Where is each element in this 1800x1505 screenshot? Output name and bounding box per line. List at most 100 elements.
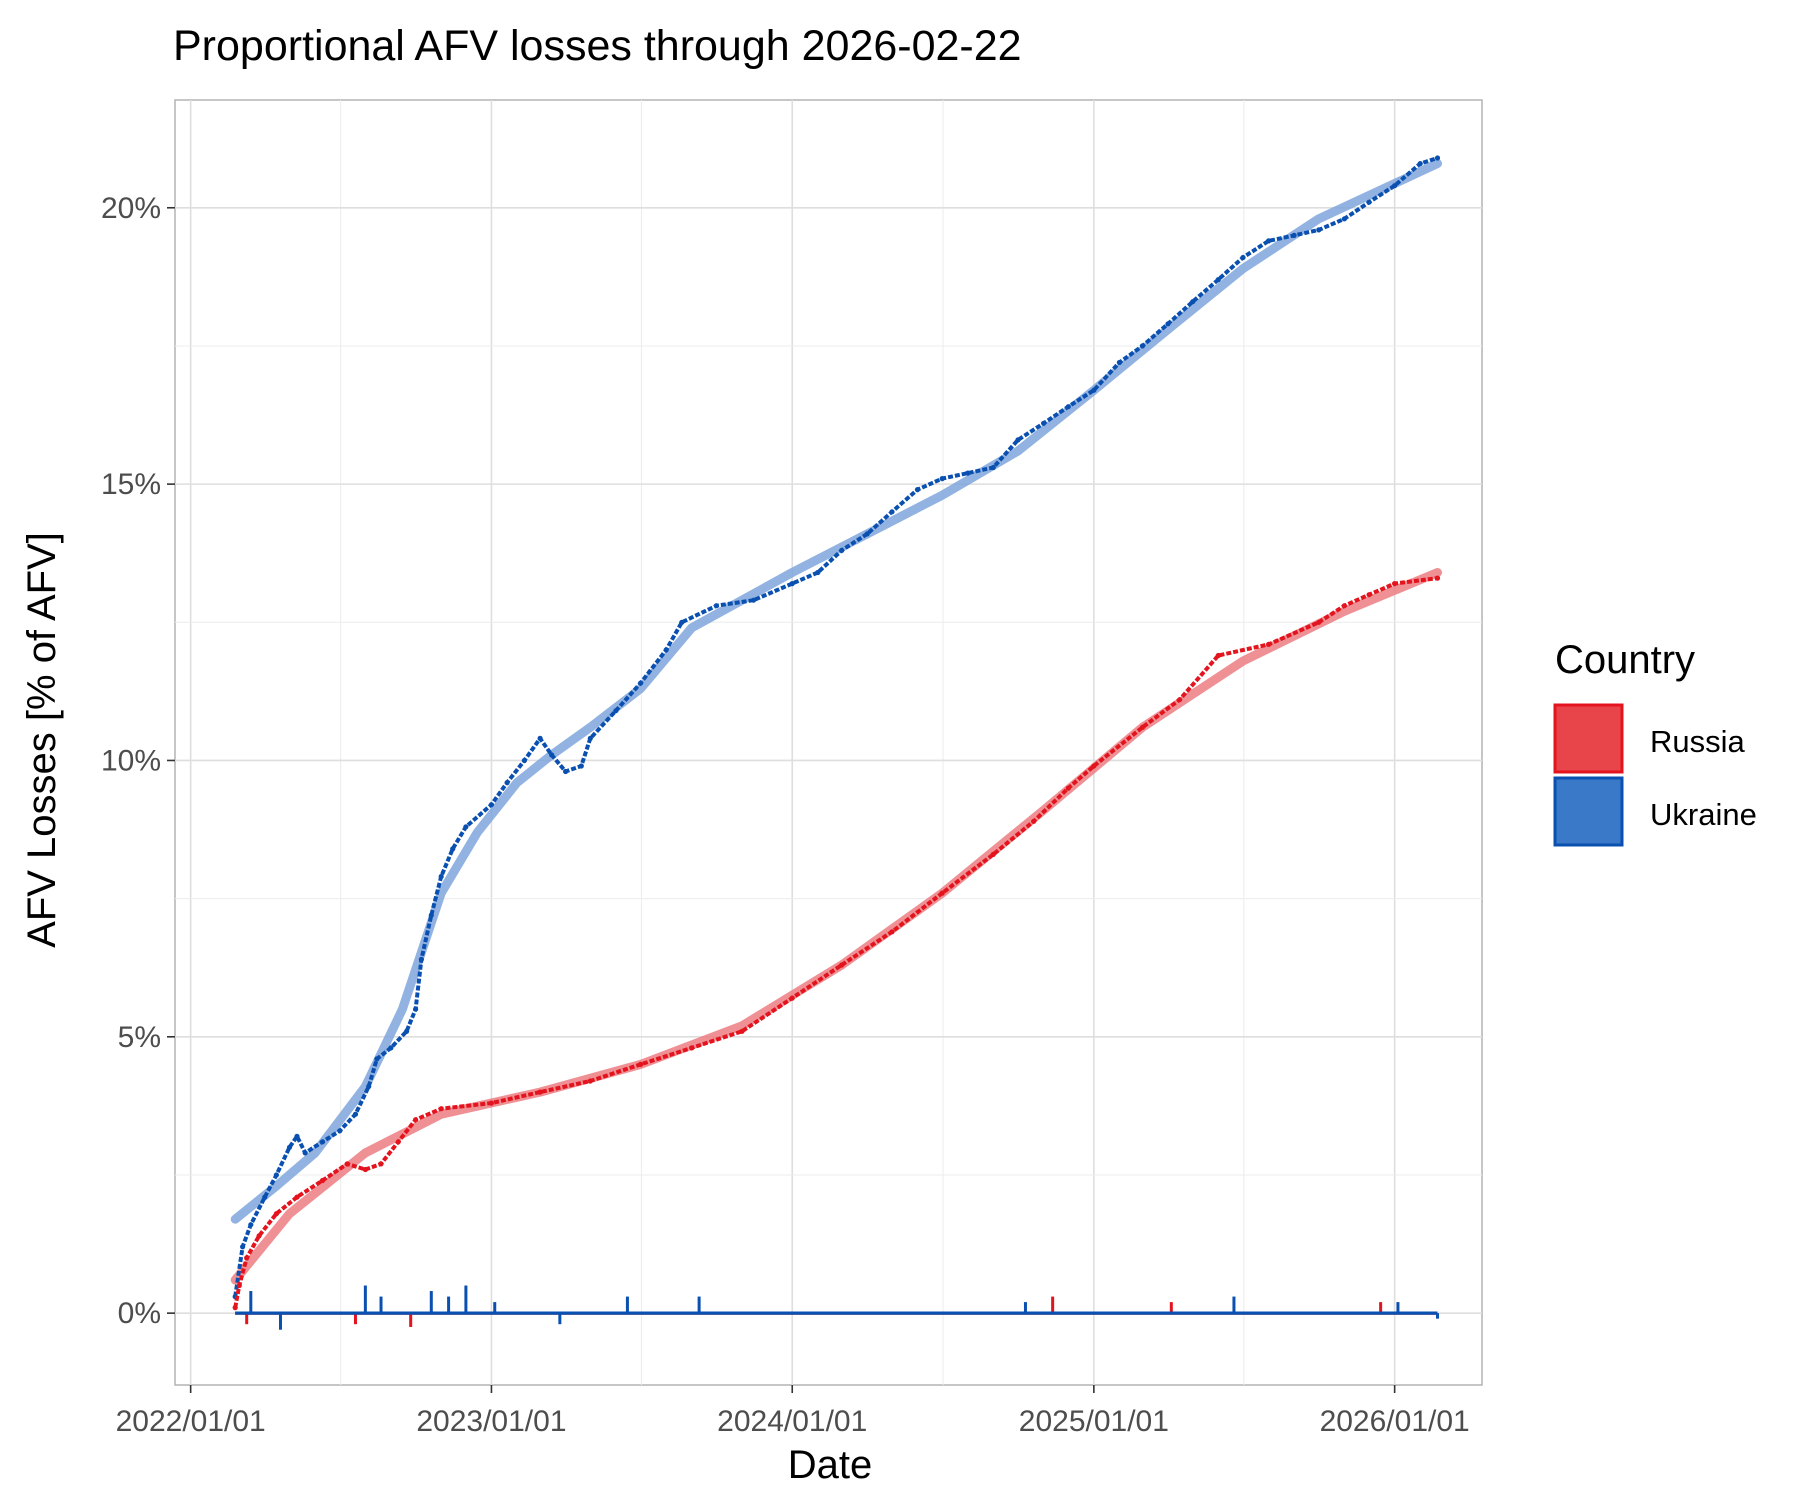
ukraine-data-point [366,1083,372,1090]
russia-data-point [1341,603,1347,609]
ukraine-data-point [438,873,444,880]
ukraine-data-point [352,1111,359,1117]
ukraine-data-point [613,708,619,714]
ukraine-data-point [374,1056,380,1062]
x-tick-label: 2026/01/01 [1320,1405,1470,1438]
y-tick-label: 20% [101,192,161,225]
ukraine-data-point [1366,199,1372,205]
ukraine-data-point [1041,420,1047,426]
ukraine-data-point [1392,183,1398,189]
russia-data-point [789,995,795,1001]
ukraine-data-point [789,581,795,587]
ukraine-data-point [286,1144,293,1150]
ukraine-data-point [273,1172,279,1178]
ukraine-data-point [413,1006,419,1012]
ukraine-data-point [1266,238,1272,244]
ukraine-data-point [1341,216,1347,222]
russia-data-point [438,1106,444,1112]
legend-label-russia: Russia [1650,724,1746,759]
y-tick-label: 10% [101,744,161,777]
ukraine-data-point [1291,232,1297,238]
panel-border [174,99,1483,1386]
russia-data-point [1266,641,1272,648]
x-tick-label: 2022/01/01 [116,1405,266,1438]
ukraine-data-point [713,603,720,609]
legend-key-ukraine [1553,776,1624,847]
ukraine-data-point [1316,227,1322,233]
russia-data-point [739,1028,745,1034]
ukraine-data-point [914,487,921,493]
plot-panel [174,99,1483,1386]
russia-data-point [1366,592,1372,598]
russia-data-point [413,1117,419,1123]
russia-data-point [1139,724,1146,730]
russia-data-point [1434,575,1441,581]
ukraine-data-point [537,735,543,742]
russia-data-point [689,1045,695,1051]
ukraine-data-point [463,824,469,830]
ukraine-data-point [240,1244,246,1250]
ukraine-data-point [1240,254,1246,261]
ukraine-data-point [889,509,895,515]
ukraine-data-point [302,1150,308,1156]
legend-key-russia [1553,703,1624,774]
russia-data-point [362,1166,368,1173]
ukraine-data-point [864,531,870,537]
x-tick-label: 2024/01/01 [717,1405,867,1438]
x-tick-label: 2025/01/01 [1019,1405,1169,1438]
russia-data-point [839,962,845,968]
x-axis: 2022/01/01 2023/01/01 2024/01/01 2025/01/01… [116,1385,1470,1438]
y-tick-label: 0% [118,1297,161,1330]
ukraine-data-point [990,464,996,471]
russia-data-point [638,1061,644,1067]
ukraine-data-point [839,547,845,554]
russia-data-point [939,890,945,896]
ukraine-data-point [1091,387,1097,393]
russia-data-point [244,1255,250,1261]
ukraine-data-point [1139,343,1146,349]
ukraine-data-point [1215,277,1221,283]
ukraine-data-point [1165,321,1171,327]
ukraine-data-point [248,1222,254,1228]
russia-data-point [319,1177,326,1184]
russia-data-point [990,851,996,858]
ukraine-data-point [679,619,685,625]
ukraine-data-point [319,1139,326,1145]
ukraine-data-point [1116,359,1122,366]
ukraine-data-point [578,763,584,769]
russia-data-point [1031,818,1037,824]
russia-data-point [378,1161,384,1167]
ukraine-trend-line [230,159,1442,1224]
ukraine-data-point [488,802,494,808]
russia-data-point [344,1161,350,1167]
ukraine-data-point [262,1194,268,1200]
russia-data-point [1392,581,1398,587]
ukraine-data-point [294,1133,300,1139]
ukraine-data-point [418,956,424,963]
russia-data-point [537,1089,543,1095]
russia-data-point [236,1282,242,1289]
chart-title: Proportional AFV losses through 2026-02-… [173,22,1022,70]
ukraine-data-point [404,1028,410,1034]
ukraine-data-point [638,680,644,686]
russia-data-point [273,1211,279,1217]
ukraine-data-point [587,735,593,742]
russia-data-point [488,1100,494,1106]
y-axis-label: AFV Losses [% of AFV] [20,532,64,948]
ukraine-data-point [388,1045,394,1051]
ukraine-data-point [563,768,569,775]
ukraine-data-point [965,470,971,476]
ukraine-data-point [939,476,945,482]
russia-data-point [889,929,895,935]
ukraine-data-point [750,597,757,603]
russia-cumulative-line [233,576,1438,1308]
ukraine-cumulative-line [233,156,1439,1297]
russia-data-point [294,1194,300,1200]
ukraine-data-point [450,846,456,852]
russia-data-point [1316,619,1322,625]
ukraine-data-point [337,1128,343,1134]
ukraine-data-point [1065,404,1071,410]
ukraine-data-point [1434,155,1441,161]
